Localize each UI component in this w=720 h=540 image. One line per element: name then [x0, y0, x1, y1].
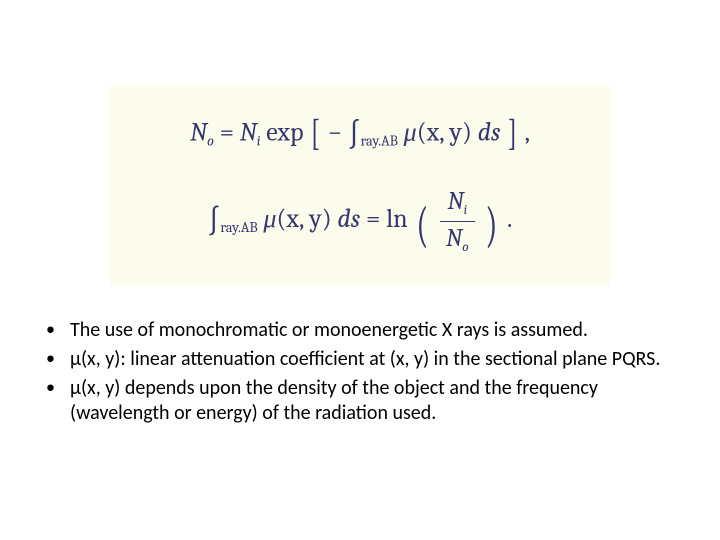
eq2-args: (x, y): [276, 204, 337, 234]
eq2-frac-num: Ni: [440, 186, 475, 221]
eq1-rbracket: ]: [508, 111, 518, 158]
eq2-frac-den: No: [440, 222, 475, 256]
eq2-lparen: (: [417, 194, 429, 258]
eq1-Ni-N: N: [240, 118, 257, 148]
eq1-mu: μ: [404, 118, 417, 148]
eq1-integral: ∫: [348, 118, 361, 152]
eq1-lbracket: [: [311, 111, 321, 158]
slide: No = Ni exp [ − ∫ray.AB μ(x, y) ds ] , ∫…: [0, 0, 720, 540]
eq2-fraction: Ni No: [440, 186, 475, 256]
eq2-Ni-sub: i: [464, 203, 468, 218]
eq2-ds: ds: [337, 204, 360, 234]
equation-1: No = Ni exp [ − ∫ray.AB μ(x, y) ds ] ,: [130, 111, 590, 158]
eq2-equals: =: [366, 204, 386, 234]
bullet-item: μ(x, y) depends upon the density of the …: [64, 376, 688, 426]
eq1-No-sub: o: [207, 133, 214, 150]
eq2-No-N: N: [446, 225, 462, 253]
eq1-exp: exp: [266, 118, 303, 148]
eq2-period: .: [507, 204, 512, 234]
eq2-integral: ∫: [208, 205, 221, 239]
eq1-comma: ,: [525, 118, 530, 148]
eq2-ln: ln: [386, 204, 413, 234]
eq1-ds: ds: [478, 118, 501, 148]
eq2-No-sub: o: [462, 239, 469, 254]
equation-2: ∫ray.AB μ(x, y) ds = ln ( Ni No ) .: [130, 186, 590, 258]
bullet-item: μ(x, y): linear attenuation coefficient …: [64, 347, 688, 372]
eq1-No-N: N: [190, 118, 207, 148]
eq2-mu: μ: [263, 204, 276, 234]
bullet-list: The use of monochromatic or monoenergeti…: [28, 318, 688, 430]
bullet-item: The use of monochromatic or monoenergeti…: [64, 318, 688, 343]
eq1-equals: =: [220, 118, 240, 148]
eq1-args: (x, y): [417, 118, 478, 148]
eq2-Ni-N: N: [447, 188, 463, 216]
eq2-integral-sub: ray.AB: [220, 219, 257, 236]
eq2-rparen: ): [486, 194, 498, 258]
eq1-integral-sub: ray.AB: [361, 133, 398, 150]
eq1-Ni-sub: i: [257, 133, 261, 150]
eq1-minus: −: [328, 118, 348, 148]
equation-panel: No = Ni exp [ − ∫ray.AB μ(x, y) ds ] , ∫…: [110, 85, 610, 285]
